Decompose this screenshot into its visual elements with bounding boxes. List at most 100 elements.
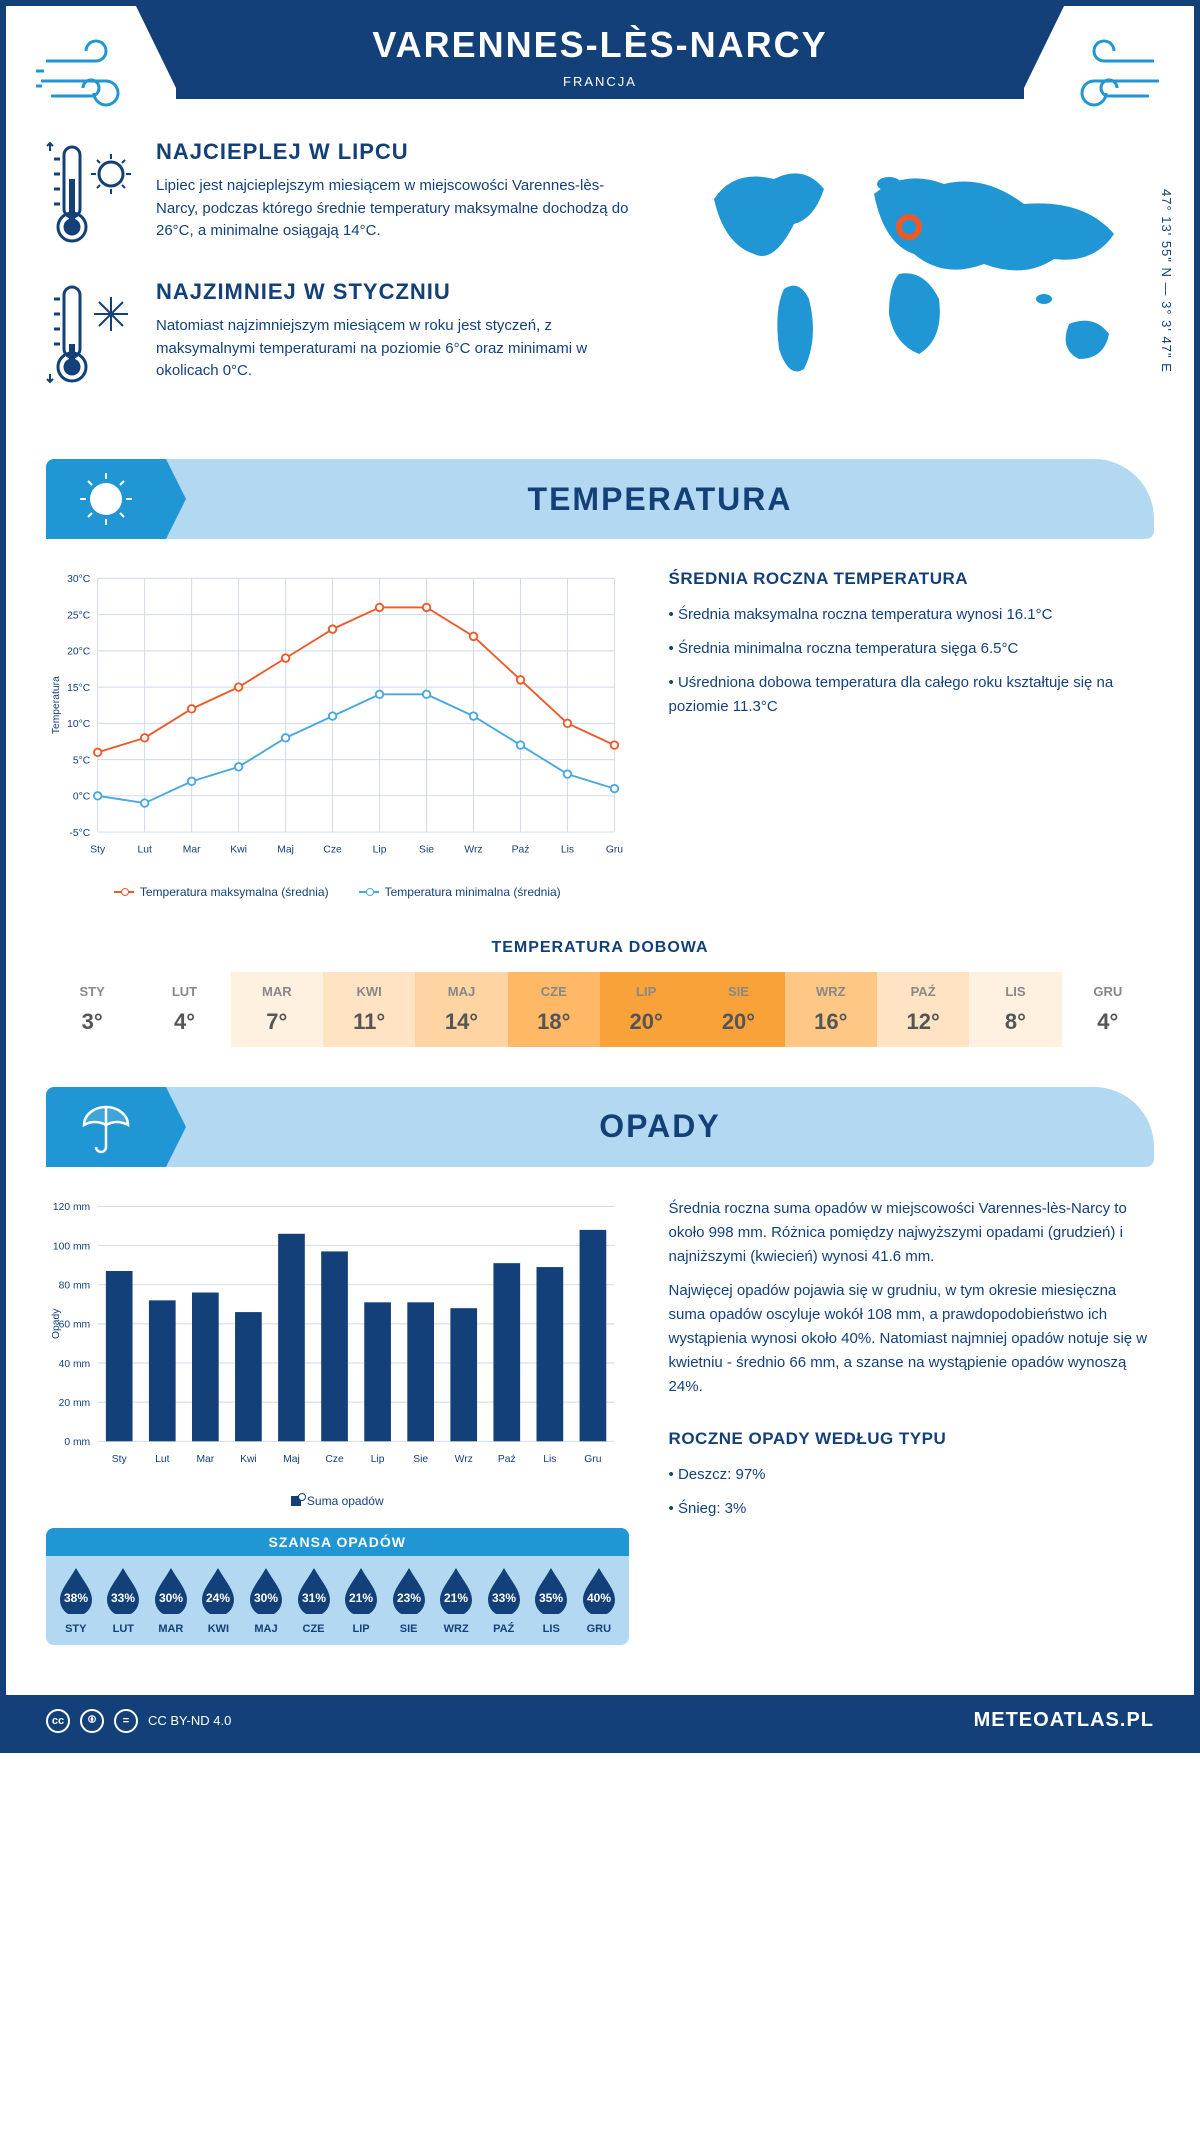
site-name: METEOATLAS.PL xyxy=(974,1709,1154,1732)
precip-chance-drop: 35% LIS xyxy=(527,1566,575,1635)
precip-chance-drop: 33% PAŹ xyxy=(480,1566,528,1635)
svg-text:-5°C: -5°C xyxy=(69,828,90,839)
location-title: VARENNES-LÈS-NARCY xyxy=(176,24,1024,66)
license-text: CC BY-ND 4.0 xyxy=(148,1713,231,1728)
heat-cell: STY3° xyxy=(46,972,138,1047)
svg-text:Lis: Lis xyxy=(543,1454,556,1465)
precipitation-bar-chart: 0 mm20 mm40 mm60 mm80 mm100 mm120 mmStyL… xyxy=(46,1197,629,1479)
svg-text:0°C: 0°C xyxy=(73,792,91,803)
heat-cell: CZE18° xyxy=(508,972,600,1047)
precip-chance-drop: 24% KWI xyxy=(195,1566,243,1635)
warmest-title: NAJCIEPLEJ W LIPCU xyxy=(156,139,634,165)
svg-text:5°C: 5°C xyxy=(73,755,91,766)
svg-text:25°C: 25°C xyxy=(67,610,91,621)
temperature-legend: Temperatura maksymalna (średnia) Tempera… xyxy=(46,885,629,899)
coldest-text: Natomiast najzimniejszym miesiącem w rok… xyxy=(156,315,634,383)
thermometer-cold-icon xyxy=(46,279,136,389)
thermometer-hot-icon xyxy=(46,139,136,249)
nd-icon: = xyxy=(114,1709,138,1733)
temp-bullet: • Uśredniona dobowa temperatura dla całe… xyxy=(669,671,1154,719)
svg-text:20 mm: 20 mm xyxy=(59,1398,91,1409)
svg-text:15°C: 15°C xyxy=(67,683,91,694)
svg-text:31%: 31% xyxy=(301,1591,325,1605)
svg-text:33%: 33% xyxy=(111,1591,135,1605)
svg-text:Wrz: Wrz xyxy=(464,845,482,856)
warmest-block: NAJCIEPLEJ W LIPCU Lipiec jest najcieple… xyxy=(46,139,634,249)
svg-text:Paź: Paź xyxy=(512,845,530,856)
page-footer: cc 🅯 = CC BY-ND 4.0 METEOATLAS.PL xyxy=(6,1695,1194,1747)
svg-text:Maj: Maj xyxy=(283,1454,300,1465)
precip-chance-drop: 23% SIE xyxy=(385,1566,433,1635)
svg-text:30°C: 30°C xyxy=(67,574,91,585)
cc-icon: cc xyxy=(46,1709,70,1733)
svg-text:60 mm: 60 mm xyxy=(59,1319,91,1330)
coldest-block: NAJZIMNIEJ W STYCZNIU Natomiast najzimni… xyxy=(46,279,634,389)
svg-text:0 mm: 0 mm xyxy=(64,1437,90,1448)
sun-icon xyxy=(76,469,136,529)
svg-text:80 mm: 80 mm xyxy=(59,1280,91,1291)
svg-text:Sie: Sie xyxy=(413,1454,428,1465)
svg-text:Mar: Mar xyxy=(196,1454,214,1465)
heat-cell: MAR7° xyxy=(231,972,323,1047)
coldest-title: NAJZIMNIEJ W STYCZNIU xyxy=(156,279,634,305)
svg-text:Lip: Lip xyxy=(373,845,387,856)
svg-text:40 mm: 40 mm xyxy=(59,1358,91,1369)
svg-text:Sie: Sie xyxy=(419,845,434,856)
precip-chance-drop: 40% GRU xyxy=(575,1566,623,1635)
svg-text:21%: 21% xyxy=(444,1591,468,1605)
svg-text:33%: 33% xyxy=(492,1591,516,1605)
svg-text:40%: 40% xyxy=(587,1591,611,1605)
svg-text:30%: 30% xyxy=(254,1591,278,1605)
precipitation-title: OPADY xyxy=(166,1108,1154,1145)
precip-type-bullet: • Deszcz: 97% xyxy=(669,1463,1154,1487)
heat-cell: WRZ16° xyxy=(785,972,877,1047)
heat-cell: SIE20° xyxy=(692,972,784,1047)
svg-text:Kwi: Kwi xyxy=(240,1454,257,1465)
precipitation-section-header: OPADY xyxy=(46,1087,1154,1167)
heat-cell: MAJ14° xyxy=(415,972,507,1047)
heat-cell: LIS8° xyxy=(969,972,1061,1047)
precip-type-bullet: • Śnieg: 3% xyxy=(669,1497,1154,1521)
svg-text:21%: 21% xyxy=(349,1591,373,1605)
country-subtitle: FRANCJA xyxy=(176,74,1024,89)
precip-chance-drop: 21% WRZ xyxy=(432,1566,480,1635)
daily-temp-title: TEMPERATURA DOBOWA xyxy=(6,939,1194,957)
svg-text:Sty: Sty xyxy=(90,845,106,856)
page-header: VARENNES-LÈS-NARCY FRANCJA xyxy=(176,6,1024,99)
daily-temp-heatmap: STY3°LUT4°MAR7°KWI11°MAJ14°CZE18°LIP20°S… xyxy=(46,972,1154,1047)
svg-text:120 mm: 120 mm xyxy=(53,1202,90,1213)
svg-text:Cze: Cze xyxy=(325,1454,344,1465)
precip-chance-drop: 38% STY xyxy=(52,1566,100,1635)
temperature-section-header: TEMPERATURA xyxy=(46,459,1154,539)
heat-cell: GRU4° xyxy=(1062,972,1154,1047)
by-icon: 🅯 xyxy=(80,1709,104,1733)
svg-text:Lis: Lis xyxy=(561,845,574,856)
precip-type-title: ROCZNE OPADY WEDŁUG TYPU xyxy=(669,1429,1154,1449)
svg-text:Wrz: Wrz xyxy=(455,1454,473,1465)
coordinates: 47° 13' 55" N — 3° 3' 47" E xyxy=(1159,189,1174,373)
precip-chance-drop: 33% LUT xyxy=(100,1566,148,1635)
svg-text:38%: 38% xyxy=(64,1591,88,1605)
svg-text:23%: 23% xyxy=(397,1591,421,1605)
heat-cell: KWI11° xyxy=(323,972,415,1047)
temp-bullet: • Średnia maksymalna roczna temperatura … xyxy=(669,603,1154,627)
precip-chance-title: SZANSA OPADÓW xyxy=(46,1528,629,1556)
temperature-title: TEMPERATURA xyxy=(166,481,1154,518)
world-map xyxy=(674,139,1154,399)
svg-text:10°C: 10°C xyxy=(67,719,91,730)
svg-text:Cze: Cze xyxy=(323,845,342,856)
temperature-line-chart: -5°C0°C5°C10°C15°C20°C25°C30°CStyLutMarK… xyxy=(46,569,629,870)
svg-text:Maj: Maj xyxy=(277,845,294,856)
precip-paragraph: Średnia roczna suma opadów w miejscowośc… xyxy=(669,1197,1154,1269)
temp-bullet: • Średnia minimalna roczna temperatura s… xyxy=(669,637,1154,661)
precipitation-legend: Suma opadów xyxy=(46,1494,629,1508)
precip-chance-box: SZANSA OPADÓW 38% STY 33% LUT 30% MAR 24… xyxy=(46,1528,629,1645)
svg-text:Paź: Paź xyxy=(498,1454,516,1465)
precip-chance-drop: 30% MAJ xyxy=(242,1566,290,1635)
svg-text:20°C: 20°C xyxy=(67,647,91,658)
svg-text:Temperatura: Temperatura xyxy=(51,676,62,734)
svg-text:Gru: Gru xyxy=(606,845,623,856)
svg-text:Lut: Lut xyxy=(137,845,151,856)
svg-text:24%: 24% xyxy=(206,1591,230,1605)
svg-text:Kwi: Kwi xyxy=(230,845,247,856)
